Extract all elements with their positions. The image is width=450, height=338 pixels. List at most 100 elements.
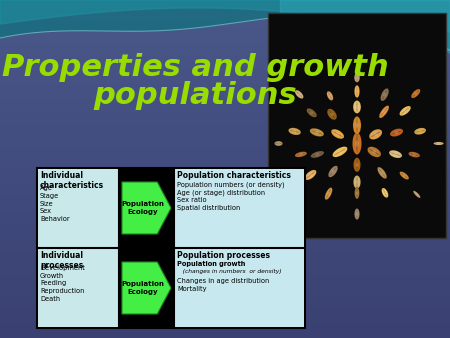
Bar <box>0 156 450 157</box>
Ellipse shape <box>353 158 360 172</box>
Bar <box>0 45 450 46</box>
Ellipse shape <box>434 143 443 144</box>
Ellipse shape <box>299 153 303 155</box>
Bar <box>0 204 450 205</box>
Ellipse shape <box>369 149 380 155</box>
Bar <box>0 242 450 243</box>
Bar <box>0 19 450 20</box>
Bar <box>0 189 450 190</box>
Bar <box>0 237 450 238</box>
Bar <box>0 327 450 328</box>
Bar <box>0 282 450 283</box>
Bar <box>0 81 450 82</box>
Bar <box>0 176 450 177</box>
Bar <box>0 192 450 193</box>
Ellipse shape <box>380 107 388 117</box>
Text: Population
Ecology: Population Ecology <box>121 201 164 215</box>
Bar <box>0 172 450 173</box>
Bar <box>0 104 450 105</box>
Bar <box>0 238 450 239</box>
Bar <box>0 210 450 211</box>
Bar <box>0 137 450 138</box>
Bar <box>0 58 450 59</box>
Bar <box>0 136 450 137</box>
Bar <box>0 182 450 183</box>
Bar <box>175 169 304 247</box>
Bar <box>0 221 450 222</box>
Ellipse shape <box>437 143 440 144</box>
Ellipse shape <box>338 150 342 153</box>
Bar <box>0 40 450 41</box>
Bar <box>0 303 450 304</box>
Bar <box>0 165 450 166</box>
Bar <box>0 280 450 281</box>
Bar <box>0 126 450 127</box>
Bar <box>0 86 450 87</box>
Ellipse shape <box>382 110 386 114</box>
Text: Individual
processes: Individual processes <box>40 251 83 270</box>
Ellipse shape <box>383 189 387 197</box>
Bar <box>0 93 450 94</box>
Bar <box>0 20 450 21</box>
Bar <box>0 245 450 246</box>
Bar <box>0 120 450 121</box>
Ellipse shape <box>410 153 419 156</box>
Bar <box>0 240 450 241</box>
Ellipse shape <box>355 209 360 220</box>
Bar <box>0 102 450 103</box>
Bar <box>0 111 450 112</box>
Bar <box>37 168 305 328</box>
Bar <box>0 167 450 168</box>
Ellipse shape <box>389 150 402 158</box>
Bar <box>0 139 450 140</box>
Ellipse shape <box>330 167 337 176</box>
Ellipse shape <box>433 142 444 145</box>
Ellipse shape <box>295 90 303 99</box>
Bar <box>0 308 450 309</box>
Ellipse shape <box>352 132 362 154</box>
Bar <box>0 326 450 327</box>
Bar <box>0 207 450 208</box>
Ellipse shape <box>312 152 323 156</box>
Bar <box>0 11 450 12</box>
Bar <box>0 279 450 280</box>
Bar <box>0 334 450 335</box>
Ellipse shape <box>274 141 283 146</box>
Bar <box>0 337 450 338</box>
Bar <box>0 195 450 196</box>
Bar <box>0 236 450 237</box>
Bar <box>0 64 450 65</box>
Bar <box>0 151 450 152</box>
Ellipse shape <box>332 170 334 173</box>
Bar <box>0 83 450 84</box>
Bar <box>0 317 450 318</box>
Ellipse shape <box>400 172 408 178</box>
Bar <box>0 257 450 258</box>
Text: Changes in age distribution
Mortality: Changes in age distribution Mortality <box>177 278 269 292</box>
Bar <box>0 25 450 26</box>
Ellipse shape <box>326 189 331 199</box>
Bar <box>0 112 450 113</box>
Ellipse shape <box>378 167 387 179</box>
Ellipse shape <box>356 191 358 195</box>
Bar <box>0 27 450 28</box>
Bar <box>0 226 450 227</box>
Bar <box>0 170 450 171</box>
Bar <box>0 61 450 62</box>
Bar <box>0 94 450 95</box>
Ellipse shape <box>413 191 420 198</box>
Bar <box>0 265 450 266</box>
Bar <box>0 311 450 312</box>
Bar <box>0 198 450 199</box>
Bar <box>38 249 118 327</box>
Ellipse shape <box>354 85 360 98</box>
Bar <box>0 152 450 153</box>
Ellipse shape <box>353 175 360 189</box>
Bar <box>0 68 450 69</box>
Bar <box>0 53 450 54</box>
Bar <box>0 4 450 5</box>
Bar <box>0 306 450 307</box>
Bar <box>0 118 450 119</box>
Bar <box>0 320 450 321</box>
Bar <box>0 119 450 120</box>
